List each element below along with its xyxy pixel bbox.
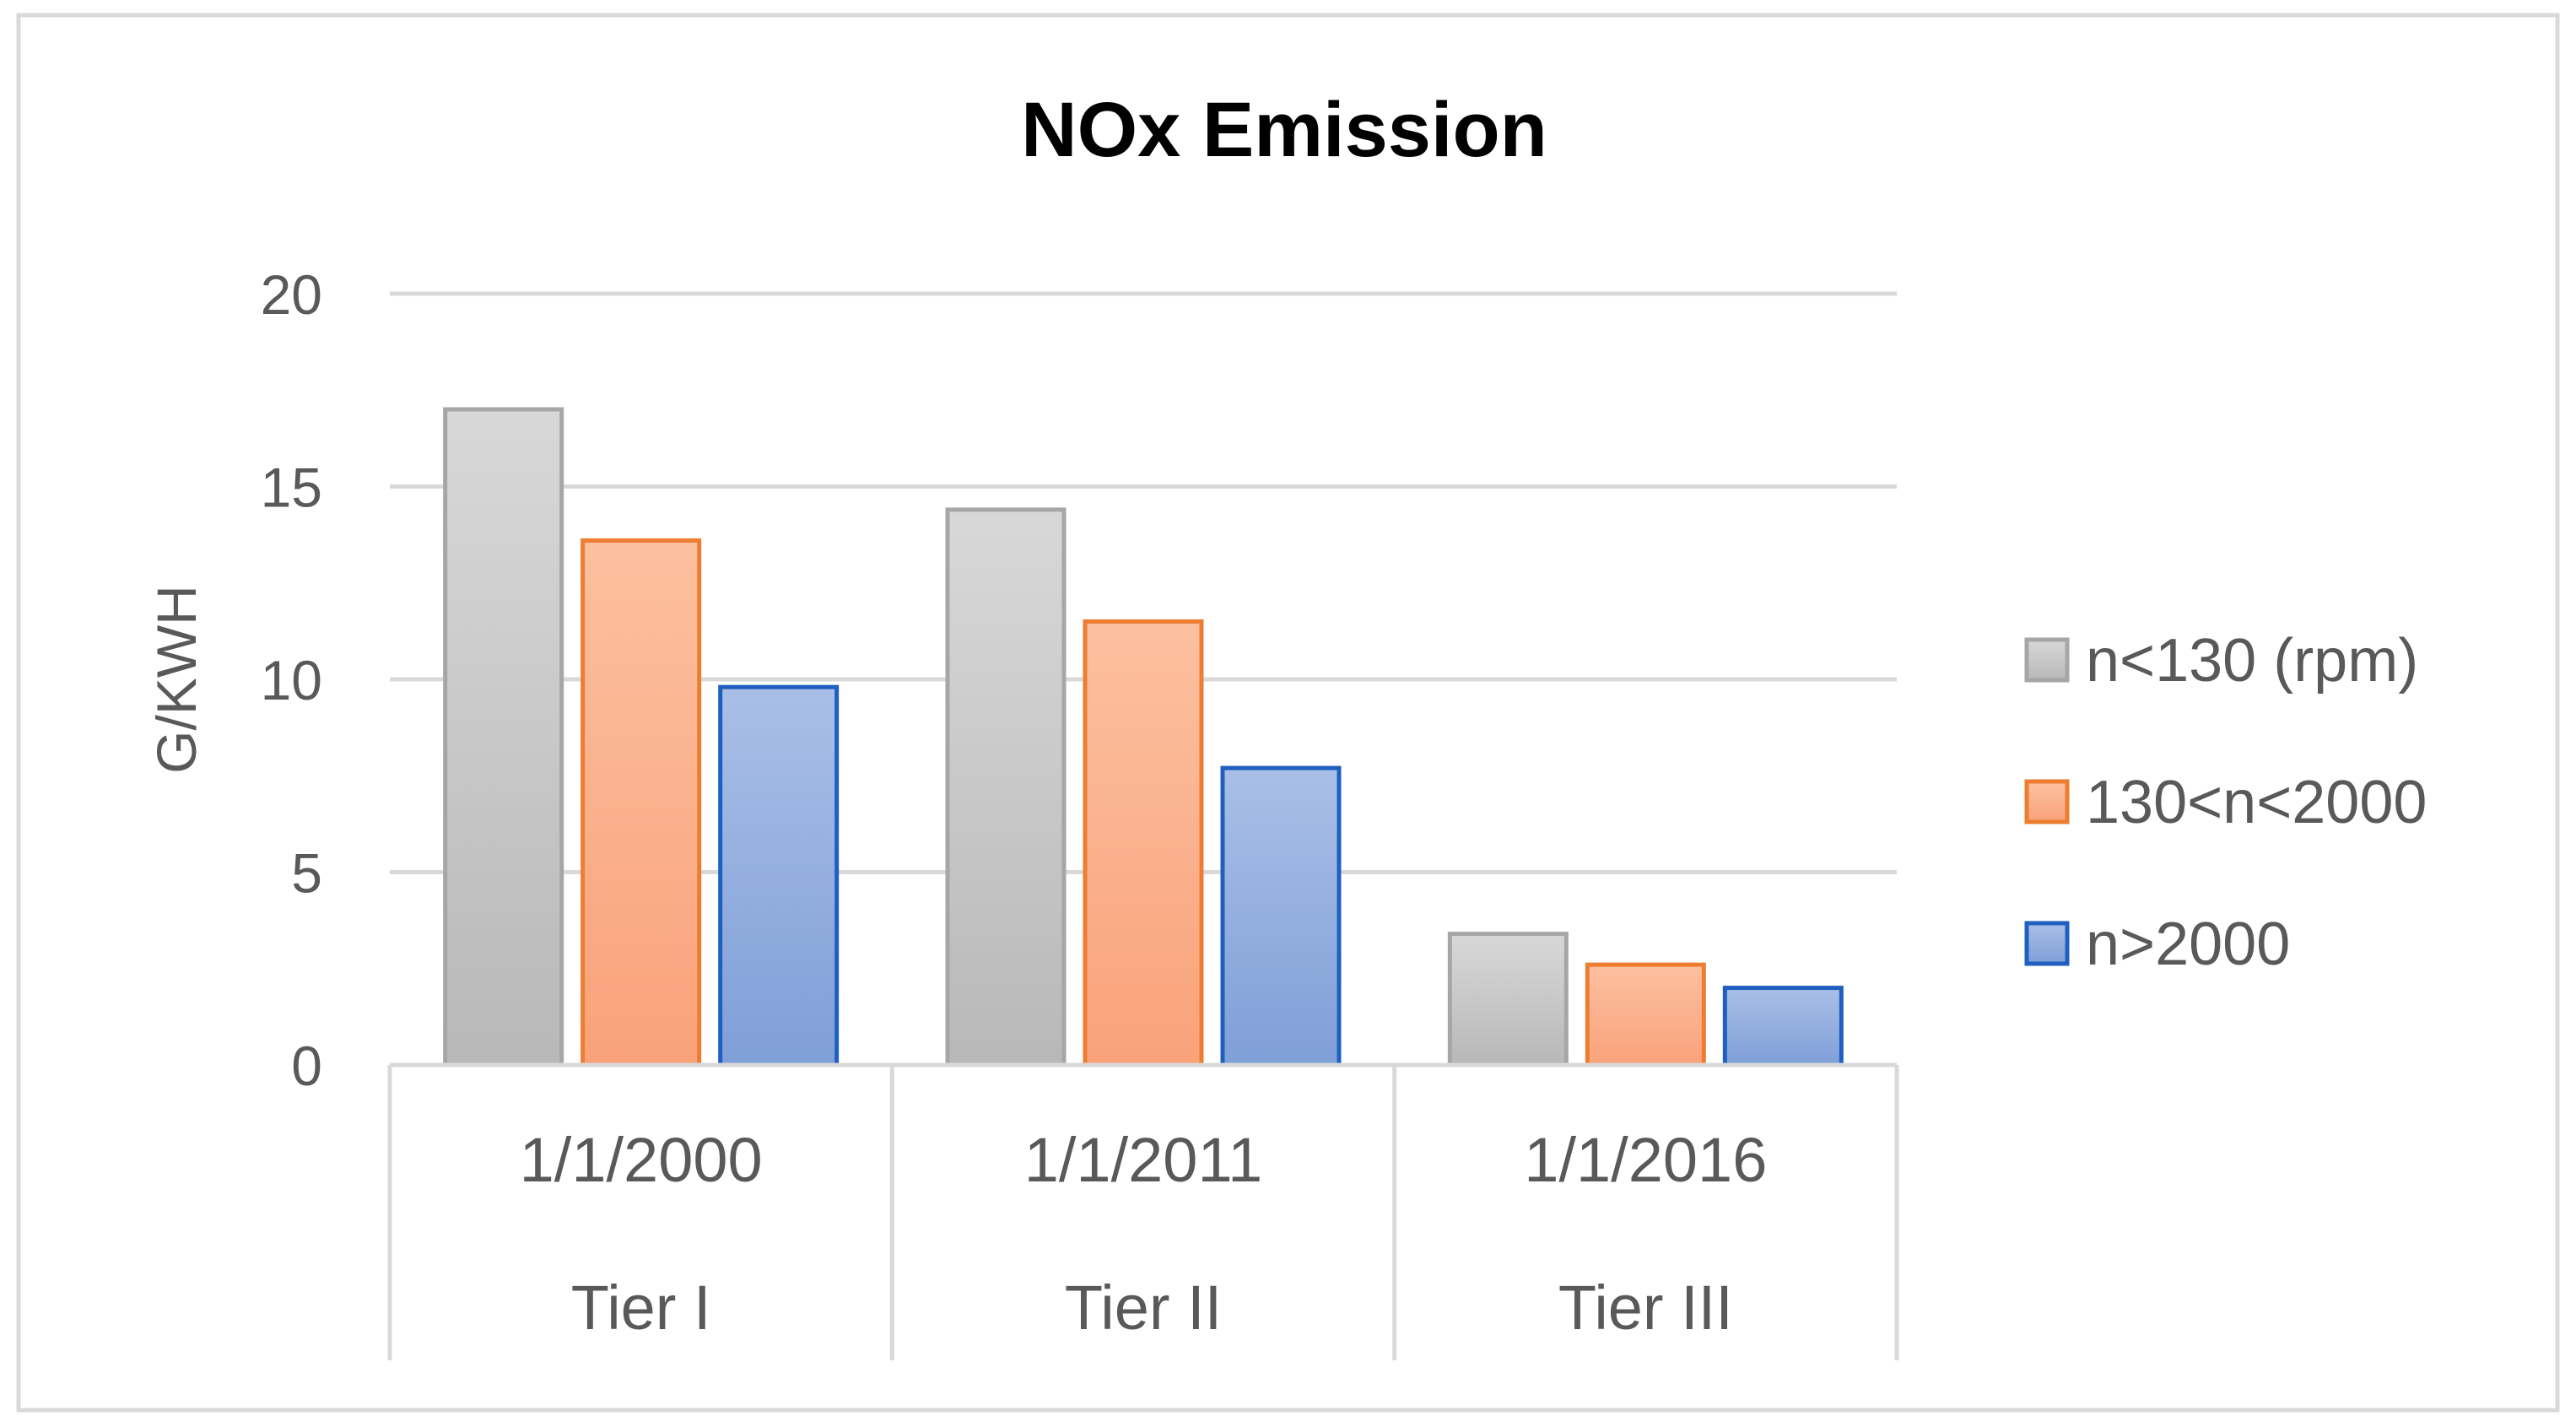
bar-2-2 <box>1083 619 1204 1068</box>
legend-label: n>2000 <box>2086 911 2290 978</box>
x-tier-label: Tier I <box>571 1273 711 1343</box>
y-tick-label: 15 <box>261 457 322 519</box>
chart-title: NOx Emission <box>1021 87 1547 173</box>
bars <box>443 407 1844 1068</box>
x-axis: 1/1/2000 Tier I 1/1/2011 Tier II 1/1/2016 Tie… <box>387 1062 1899 1360</box>
x-date-label: 1/1/2016 <box>1524 1125 1767 1195</box>
legend-swatch <box>2024 637 2070 683</box>
y-tick-label: 5 <box>291 842 322 905</box>
x-tier-label: Tier II <box>1065 1273 1222 1343</box>
legend-swatch <box>2024 779 2070 824</box>
legend-swatch <box>2024 921 2070 966</box>
y-tick-label: 20 <box>261 263 322 326</box>
bar-1-1 <box>443 407 564 1068</box>
legend-label: 130<n<2000 <box>2086 769 2427 836</box>
x-tier-label: Tier III <box>1558 1273 1733 1343</box>
x-date-label: 1/1/2011 <box>1024 1125 1263 1195</box>
bar-2-3 <box>1585 962 1706 1068</box>
y-axis-ticks: 0 5 10 15 20 <box>261 263 322 1097</box>
bar-1-2 <box>945 507 1067 1068</box>
x-date-label: 1/1/2000 <box>520 1125 763 1195</box>
legend: n<130 (rpm) 130<n<2000 n>2000 <box>2024 627 2427 978</box>
y-tick-label: 0 <box>291 1035 322 1097</box>
chart-border <box>16 13 2560 1413</box>
y-tick-label: 10 <box>261 649 322 711</box>
y-axis-label: G/KWH <box>145 585 208 774</box>
bar-3-2 <box>1220 765 1342 1068</box>
legend-label: n<130 (rpm) <box>2086 627 2418 695</box>
bar-3-1 <box>718 684 840 1068</box>
bar-2-1 <box>581 538 702 1068</box>
bar-1-3 <box>1447 932 1569 1068</box>
bar-3-3 <box>1722 986 1844 1068</box>
